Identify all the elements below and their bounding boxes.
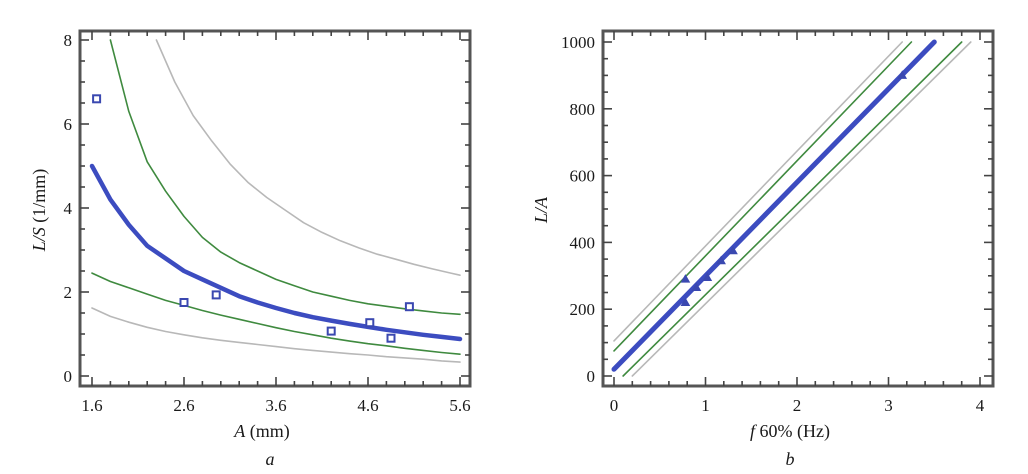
panel-a-data-point — [92, 94, 102, 104]
panel-b-x-tick-label: 4 — [976, 396, 985, 415]
panel-a-data-point — [211, 290, 221, 300]
panel-b-y-tick-label: 600 — [570, 167, 596, 186]
panel-b-y-tick-label: 400 — [570, 233, 596, 252]
panel-a-data-point — [179, 298, 189, 307]
panel-b-data-point — [680, 274, 691, 283]
panel-b-y-tick-label: 200 — [570, 300, 596, 319]
panel-a-series-fit — [89, 163, 463, 342]
panel-a-y-axis-title-italic: L/S — [29, 227, 49, 252]
panel-a-x-tick-label: 5.6 — [449, 396, 470, 415]
panel-b-chart: 0 1 2 3 4 0 200 400 600 800 1000 f 60% (Hz) L/A b — [531, 29, 995, 469]
panel-b-data-point — [680, 297, 691, 306]
panel-b-data-point — [728, 245, 738, 255]
panel-a-y-tick-labels: 0 2 4 6 8 — [64, 31, 73, 386]
panel-b-marks — [611, 39, 972, 377]
panel-a-x-axis-title: A (mm) — [233, 421, 290, 442]
panel-b-series-prediction-lower — [631, 41, 972, 377]
panel-b-series-confidence-lower — [622, 41, 963, 377]
panel-a-series-confidence-lower — [91, 272, 461, 356]
panel-a-y-tick-label: 8 — [64, 31, 73, 50]
panel-b-y-tick-labels: 0 200 400 600 800 1000 — [561, 33, 595, 386]
panel-a-x-tick-label: 4.6 — [357, 396, 378, 415]
panel-a-y-axis-title: L/S (1/mm) — [29, 169, 50, 253]
panel-a-series-prediction-lower — [91, 307, 461, 363]
panel-b-data-point — [691, 282, 702, 291]
panel-b-x-axis-title-rest: 60% (Hz) — [755, 421, 830, 442]
panel-b-x-tick-label: 0 — [610, 396, 619, 415]
panel-b-data-point — [716, 255, 726, 265]
panel-a-y-tick-label: 2 — [64, 283, 73, 302]
panel-a-series-confidence-upper — [109, 39, 461, 316]
panel-a-y-tick-label: 4 — [64, 199, 73, 218]
panel-b-series-prediction-upper — [613, 41, 904, 342]
panel-a-marks — [89, 39, 463, 363]
panel-a-label: a — [266, 449, 275, 469]
panel-b-data-point — [897, 70, 908, 79]
panel-b-x-axis-title-italic: f — [750, 421, 758, 441]
panel-b-y-tick-label: 800 — [570, 100, 596, 119]
panel-b-x-tick-labels: 0 1 2 3 4 — [610, 396, 985, 415]
panel-b-y-axis-title-italic: L/A — [531, 196, 551, 224]
panel-a-data-point — [326, 326, 336, 336]
panel-b-y-tick-label: 0 — [587, 367, 596, 386]
panel-b-x-axis-title: f 60% (Hz) — [750, 421, 830, 442]
panel-a-data-point — [404, 302, 414, 312]
panel-a-data-point — [365, 318, 375, 328]
panel-a-x-tick-labels: 1.6 2.6 3.6 4.6 5.6 — [81, 396, 470, 415]
panel-b-x-tick-label: 3 — [884, 396, 893, 415]
panel-a-x-tick-label: 3.6 — [265, 396, 286, 415]
panel-a-x-tick-label: 1.6 — [81, 396, 102, 415]
panel-a-x-axis-title-italic: A — [233, 421, 246, 441]
panel-a-y-tick-label: 6 — [64, 115, 73, 134]
panel-a-data-point — [386, 333, 396, 343]
panel-b-x-tick-label: 2 — [793, 396, 802, 415]
panel-b-x-tick-label: 1 — [701, 396, 710, 415]
panel-b-plot-frame — [601, 29, 995, 388]
panel-a-series-prediction-upper — [155, 39, 461, 277]
panel-b-y-axis-title: L/A — [531, 196, 551, 224]
panel-a-y-axis-title-rest: (1/mm) — [29, 169, 50, 228]
panel-b-series-fit — [611, 39, 937, 372]
panel-b-series-confidence-upper — [613, 41, 913, 352]
panel-b-label: b — [786, 449, 795, 469]
panel-a-x-axis-title-rest: (mm) — [245, 421, 290, 442]
panel-a-y-tick-label: 0 — [64, 367, 73, 386]
panel-b-data-point — [702, 272, 713, 281]
panel-b-ticks — [603, 31, 993, 386]
panel-a-x-tick-label: 2.6 — [173, 396, 194, 415]
panel-a-ticks — [80, 31, 470, 386]
panel-b-y-tick-label: 1000 — [561, 33, 595, 52]
